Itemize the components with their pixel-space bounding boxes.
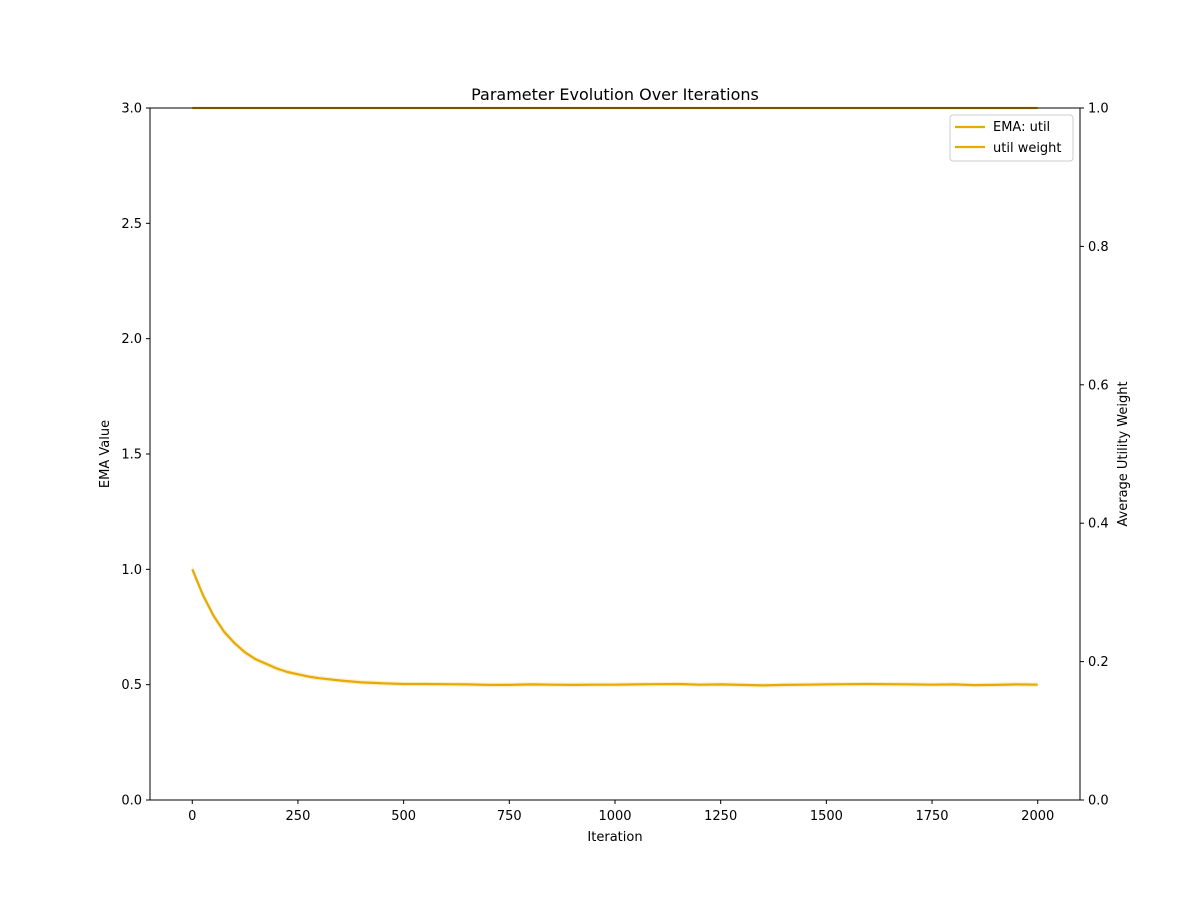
x-tick-label-1750: 1750: [915, 809, 948, 824]
y2-axis-label: Average Utility Weight: [1116, 381, 1131, 526]
y2-tick-label-0-8: 0.8: [1088, 240, 1109, 255]
y-tick-label-2-5: 2.5: [121, 217, 142, 232]
y-axis-label: EMA Value: [98, 420, 113, 488]
x-tick-label-1500: 1500: [810, 809, 843, 824]
y2-tick-label-1-0: 1.0: [1088, 102, 1109, 117]
x-tick-label-0: 0: [188, 809, 196, 824]
legend: EMA: util util weight: [949, 114, 1074, 162]
x-tick-label-750: 750: [497, 809, 522, 824]
y-tick-label-1-5: 1.5: [121, 448, 142, 463]
y-tick-label-0-0: 0.0: [121, 794, 142, 809]
y2-tick-label-0-4: 0.4: [1088, 517, 1109, 532]
x-axis-label: Iteration: [587, 830, 642, 845]
y2-tick-label-0-0: 0.0: [1088, 794, 1109, 809]
y-tick-label-0-5: 0.5: [121, 678, 142, 693]
x-tick-label-1000: 1000: [598, 809, 631, 824]
y-axis-right: 0.0 0.2 0.4 0.6 0.8 1.0: [1080, 102, 1109, 809]
y-tick-label-3-0: 3.0: [121, 102, 142, 117]
y-tick-label-2-0: 2.0: [121, 332, 142, 347]
x-tick-label-500: 500: [391, 809, 416, 824]
legend-entry-util-weight: util weight: [993, 141, 1062, 156]
legend-entry-ema-util: EMA: util: [993, 120, 1050, 135]
chart-title: Parameter Evolution Over Iterations: [471, 85, 759, 104]
y-tick-label-1-0: 1.0: [121, 563, 142, 578]
y-axis-left: 0.0 0.5 1.0 1.5 2.0 2.5 3.0: [121, 102, 150, 809]
series-line-ema-util: [191, 568, 1038, 687]
x-tick-label-2000: 2000: [1021, 809, 1054, 824]
y2-tick-label-0-6: 0.6: [1088, 378, 1109, 393]
x-tick-label-1250: 1250: [704, 809, 737, 824]
x-tick-label-250: 250: [286, 809, 311, 824]
y2-tick-label-0-2: 0.2: [1088, 655, 1109, 670]
x-axis: 0 250 500 750 1000 1250 1500 1750 2000: [188, 800, 1054, 824]
